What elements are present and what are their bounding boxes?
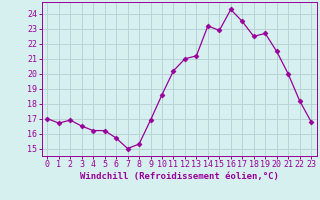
X-axis label: Windchill (Refroidissement éolien,°C): Windchill (Refroidissement éolien,°C) bbox=[80, 172, 279, 181]
